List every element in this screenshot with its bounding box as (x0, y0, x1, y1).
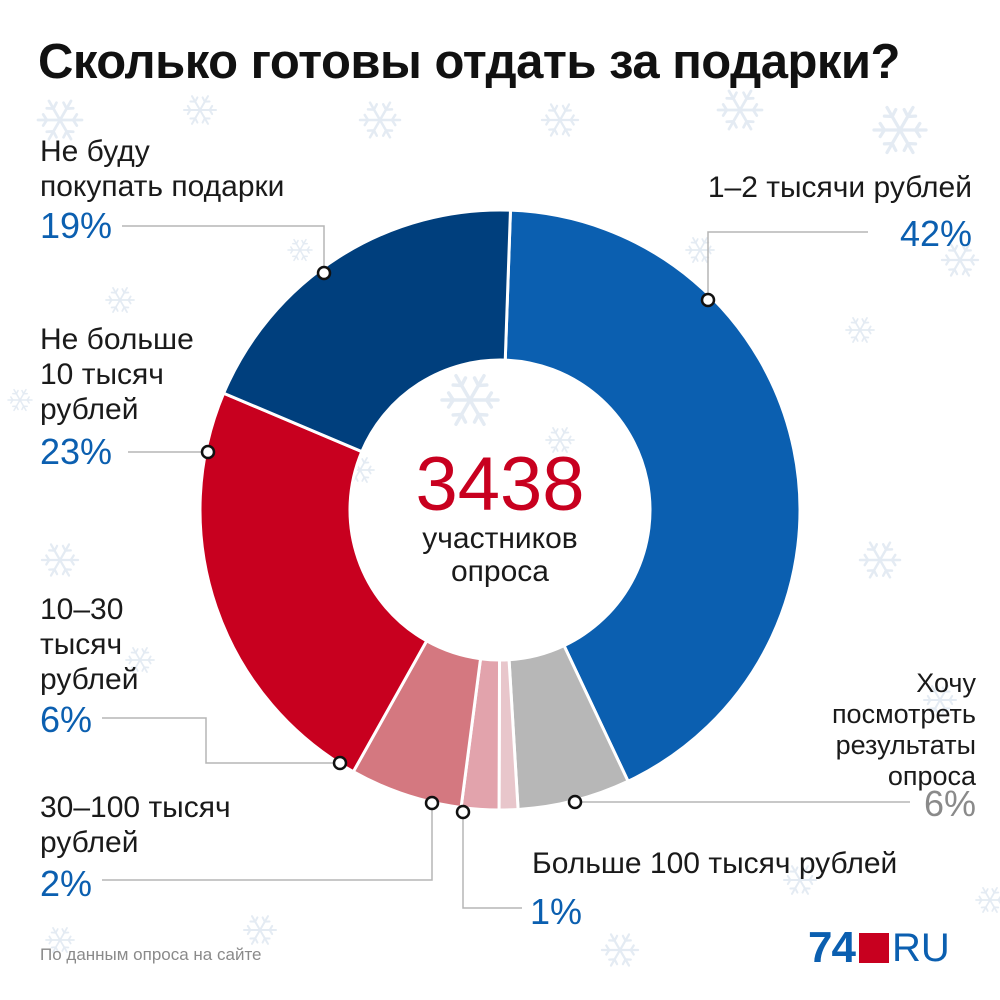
slice-value-no-gifts: 19% (40, 205, 113, 246)
snowflake-icon (858, 541, 902, 579)
slice-label-10-30k: 10–30 тысяч рублей (40, 593, 139, 696)
snowflake-icon (845, 317, 875, 343)
snowflake-icon (287, 238, 313, 262)
leader-marker-5 (200, 444, 216, 460)
slice-label-no-gifts: Не буду покупать подарки (40, 135, 285, 203)
snowflake-icon (7, 388, 33, 412)
source-note: По данным опроса на сайте (40, 945, 262, 964)
slice-label-1-2k: 1–2 тысячи рублей (707, 171, 972, 204)
snowflake-icon (40, 543, 80, 577)
snowflake-icon (545, 427, 575, 453)
site-logo: 74 RU (808, 923, 950, 972)
donut-slice-6 (221, 208, 513, 454)
slice-value-10-30k: 6% (40, 699, 93, 740)
logo-number: 74 (808, 923, 856, 972)
snowflake-icon (125, 647, 155, 673)
slice-value-30-100k: 2% (40, 863, 93, 904)
chart-title: Сколько готовы отдать за подарки? (38, 35, 900, 89)
slice-value-under-10k: 23% (40, 431, 113, 472)
snowflake-icon (685, 237, 715, 263)
snowflake-icon (540, 103, 580, 137)
snowflake-icon (358, 101, 402, 139)
snowflake-icon (872, 105, 928, 155)
snowflake-icon (243, 915, 277, 945)
slice-label-30-100k: 30–100 тысяч рублей (40, 791, 231, 859)
logo-suffix: RU (891, 925, 950, 970)
slice-value-want-results: 6% (923, 783, 976, 824)
participants-caption: участников опроса (422, 522, 578, 588)
leader-marker-0 (700, 292, 716, 308)
leader-marker-2 (455, 804, 471, 820)
snowflake-icon (923, 685, 957, 715)
snowflake-icon (716, 89, 764, 131)
leader-line-2 (462, 812, 522, 909)
slice-label-under-10k: Не больше 10 тысяч рублей (40, 323, 194, 426)
leader-line-0 (707, 231, 868, 300)
slice-label-want-results: Хочу посмотреть результаты опроса (831, 668, 976, 791)
slice-value-over-100k: 1% (530, 891, 583, 932)
leader-line-6 (122, 225, 325, 273)
leader-marker-1 (567, 794, 583, 810)
slice-value-1-2k: 42% (899, 213, 972, 254)
snowflake-icon (600, 933, 640, 967)
leader-line-3 (102, 803, 433, 881)
snowflake-icon (45, 927, 75, 953)
snowflake-icon (183, 95, 217, 125)
participants-count: 3438 (415, 442, 585, 527)
leader-line-4 (102, 717, 340, 764)
snowflake-icon (975, 887, 1000, 913)
slice-label-over-100k: Больше 100 тысяч рублей (532, 847, 898, 880)
snowflake-icon (440, 374, 500, 426)
snowflake-icon (940, 243, 980, 277)
logo-square-icon (858, 933, 889, 963)
leader-marker-6 (316, 265, 332, 281)
snowflake-icon (105, 287, 135, 313)
leader-marker-3 (424, 795, 440, 811)
leader-marker-4 (332, 755, 348, 771)
donut-slice-5 (198, 391, 429, 774)
snowflake-icon (36, 99, 84, 141)
snowflake-icon (783, 865, 817, 895)
